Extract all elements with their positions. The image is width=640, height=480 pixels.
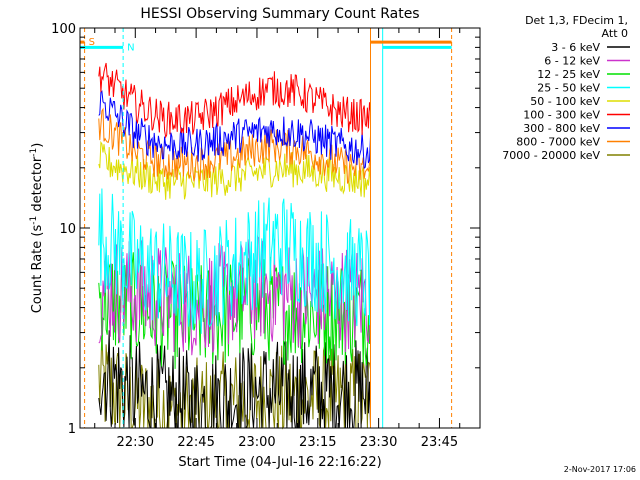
legend-label: 6 - 12 keV bbox=[544, 55, 600, 68]
series-line bbox=[98, 330, 371, 429]
series-line bbox=[98, 90, 371, 170]
y-axis-label-part3: ) bbox=[30, 143, 45, 148]
x-tick-label: 23:00 bbox=[238, 435, 275, 450]
y-tick-label: 1 bbox=[68, 422, 76, 437]
x-tick-label: 23:15 bbox=[299, 435, 336, 450]
flag-label: N bbox=[127, 42, 134, 53]
series-line bbox=[98, 188, 371, 334]
y-axis-label-part1: Count Rate (s bbox=[30, 225, 45, 314]
y-tick-label: 10 bbox=[59, 222, 76, 237]
series-line bbox=[98, 235, 371, 356]
legend-label: 3 - 6 keV bbox=[551, 41, 600, 54]
x-tick-label: 23:45 bbox=[421, 435, 458, 450]
chart-title: HESSI Observing Summary Count Rates bbox=[140, 6, 419, 22]
flag-label: S bbox=[89, 37, 95, 48]
legend-label: 300 - 800 keV bbox=[523, 122, 600, 135]
y-axis-label-sup2: -1 bbox=[29, 148, 39, 157]
timestamp: 2-Nov-2017 17:06 bbox=[564, 465, 636, 474]
series-line bbox=[98, 107, 371, 184]
legend-label: 7000 - 20000 keV bbox=[502, 149, 600, 162]
legend-label: 25 - 50 keV bbox=[537, 82, 600, 95]
y-axis-label-sup1: -1 bbox=[29, 216, 39, 225]
y-tick-label: 100 bbox=[51, 22, 76, 37]
series-line bbox=[98, 62, 371, 139]
legend-header-line2: Att 0 bbox=[602, 27, 628, 40]
x-tick-label: 23:30 bbox=[360, 435, 397, 450]
x-tick-label: 22:45 bbox=[177, 435, 214, 450]
legend-label: 50 - 100 keV bbox=[530, 95, 600, 108]
legend-label: 100 - 300 keV bbox=[523, 109, 600, 122]
legend-label: 12 - 25 keV bbox=[537, 68, 600, 81]
y-ticks: 1 10 100 bbox=[51, 22, 480, 437]
legend-label: 800 - 7000 keV bbox=[516, 136, 600, 149]
y-axis-label-part2: detector bbox=[30, 156, 45, 216]
y-axis-label: Count Rate (s-1 detector-1) bbox=[29, 143, 45, 314]
x-tick-label: 22:30 bbox=[117, 435, 154, 450]
data-layer bbox=[98, 62, 371, 430]
x-axis-label: Start Time (04-Jul-16 22:16:22) bbox=[178, 455, 381, 470]
x-ticks: 22:30 22:45 23:00 23:15 23:30 23:45 bbox=[94, 28, 481, 450]
legend-header-line1: Det 1,3, FDecim 1, bbox=[525, 14, 628, 27]
